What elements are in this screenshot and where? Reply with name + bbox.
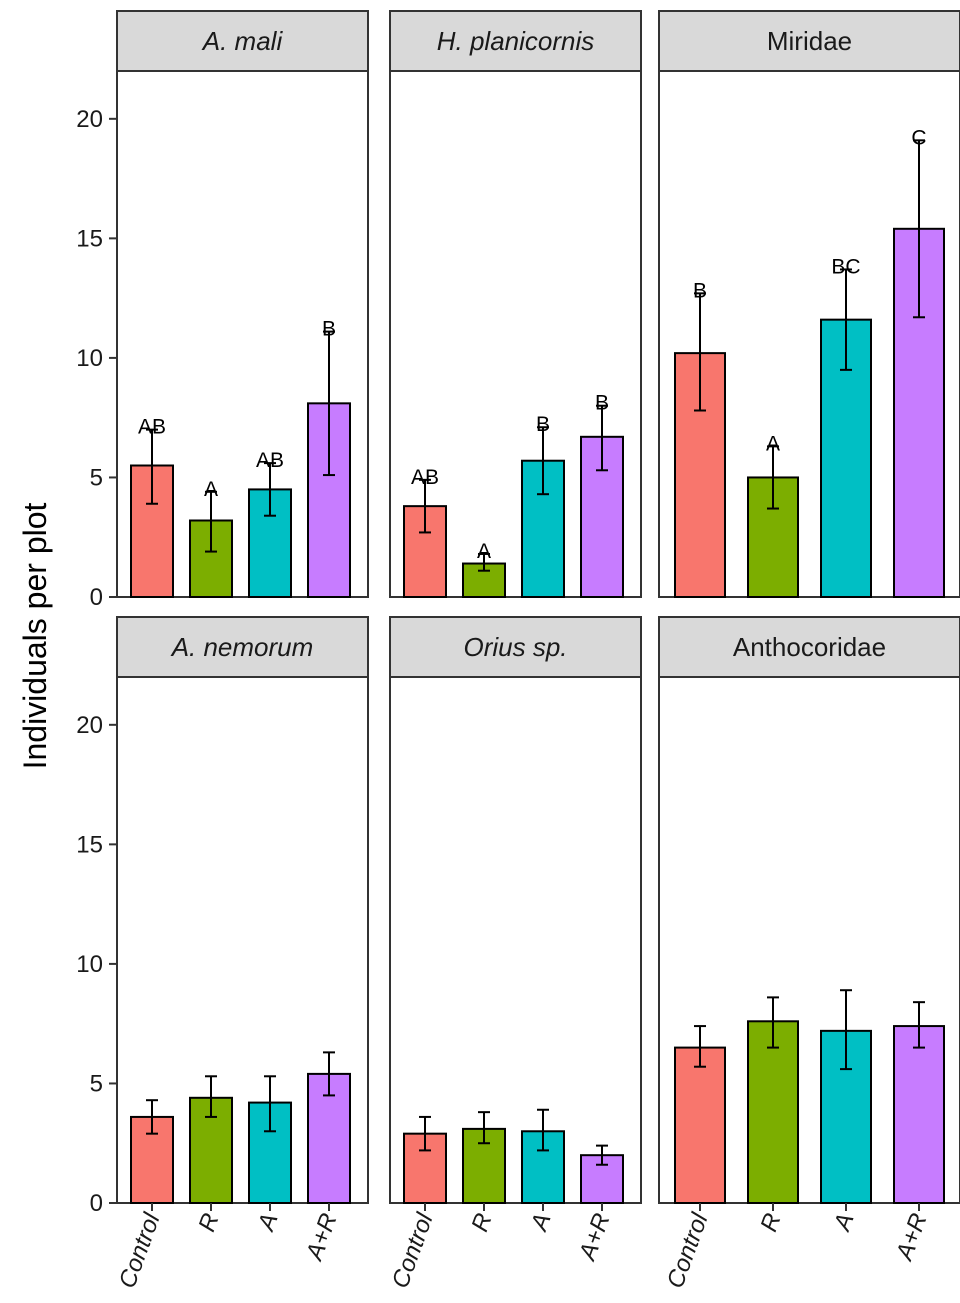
bar-R (747, 476, 799, 599)
strip-bg (116, 10, 369, 72)
x-tick-label: A+R (573, 1210, 615, 1266)
significance-letter: BC (831, 255, 860, 278)
significance-letter: A (477, 540, 491, 563)
panel-border (116, 70, 369, 598)
panel-4: Orius sp. Control R A A+R (387, 616, 642, 1292)
panel-2: Miridae B A BC C (658, 10, 960, 599)
x-tick-label: R (755, 1210, 786, 1236)
y-tick-label: 20 (76, 106, 103, 133)
panel-border (658, 70, 960, 598)
x-tick-label: Control (662, 1209, 714, 1292)
significance-letter: AB (256, 449, 284, 472)
y-tick-label: 10 (76, 951, 103, 978)
significance-letter: B (322, 318, 336, 341)
bar-R (747, 1020, 799, 1204)
panel-border (389, 676, 642, 1204)
significance-letter: B (693, 279, 707, 302)
significance-letter: AB (411, 466, 439, 489)
y-tick-label: 10 (76, 345, 103, 372)
y-tick-label: 15 (76, 831, 103, 858)
strip-bg (389, 616, 642, 678)
strip-label: H. planicornis (437, 26, 595, 56)
y-axis-title: Individuals per plot (17, 502, 53, 769)
strip-label: A. mali (201, 26, 284, 56)
significance-letter: B (536, 413, 550, 436)
y-tick-label: 20 (76, 712, 103, 739)
significance-letter: C (911, 126, 926, 149)
significance-letter: AB (138, 416, 166, 439)
strip-bg (658, 10, 960, 72)
strip-label: Anthocoridae (733, 632, 886, 662)
x-tick-label: A (252, 1210, 284, 1236)
strip-bg (389, 10, 642, 72)
panel-3: A. nemorum 0 5 10 15 20 Control R A A+R (76, 616, 369, 1292)
significance-letter: A (204, 478, 218, 501)
panel-0: A. mali 0 5 10 15 20 AB A AB B (76, 10, 369, 611)
y-tick-label: 5 (90, 1070, 103, 1097)
significance-letter: A (766, 432, 780, 455)
strip-label: A. nemorum (170, 632, 314, 662)
x-tick-label: A+R (300, 1210, 342, 1266)
y-tick-label: 0 (90, 584, 103, 611)
y-tick-label: 0 (90, 1190, 103, 1217)
x-tick-label: A (525, 1210, 557, 1236)
x-tick-label: R (466, 1210, 497, 1236)
panel-5: Anthocoridae Control R A A+R (658, 616, 960, 1292)
bar-Control (674, 1046, 726, 1205)
strip-label: Miridae (767, 26, 852, 56)
strip-bg (658, 616, 960, 678)
y-tick-label: 15 (76, 225, 103, 252)
x-tick-label: A (828, 1210, 860, 1236)
x-tick-label: Control (387, 1209, 439, 1292)
x-tick-label: Control (114, 1209, 166, 1292)
panel-border (389, 70, 642, 598)
panel-border (116, 676, 369, 1204)
bar-A+R (893, 1025, 945, 1205)
x-tick-label: A+R (890, 1210, 932, 1266)
strip-bg (116, 616, 369, 678)
y-tick-label: 5 (90, 464, 103, 491)
strip-label: Orius sp. (463, 632, 567, 662)
panel-border (658, 676, 960, 1204)
significance-letter: B (595, 392, 609, 415)
x-tick-label: R (193, 1210, 224, 1236)
